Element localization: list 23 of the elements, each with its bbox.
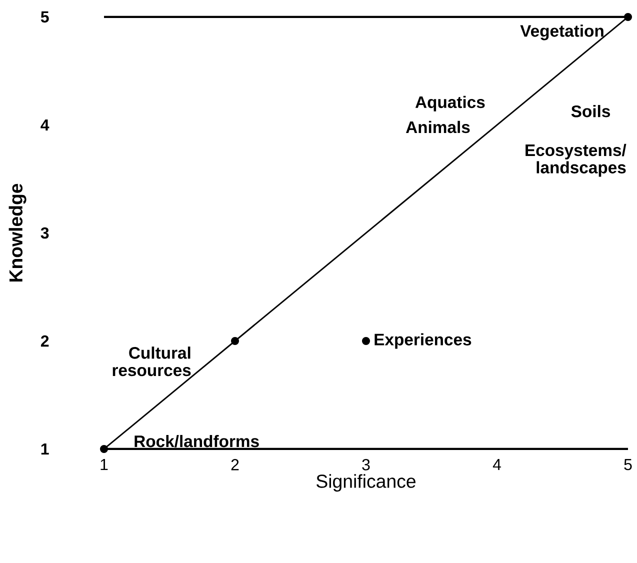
annotation: Vegetation — [520, 24, 604, 40]
x-axis-title: Significance — [316, 474, 416, 492]
annotation: Cultural resources — [112, 346, 191, 376]
x-tick-label: 3 — [362, 459, 370, 470]
y-tick-label: 5 — [40, 11, 49, 23]
point — [100, 444, 108, 453]
y-tick-label: 4 — [40, 119, 50, 130]
x-tick-label: 1 — [100, 459, 108, 470]
annotation: Aquatics — [415, 96, 485, 112]
y-tick-label: 2 — [40, 335, 49, 347]
y-tick-label: 1 — [41, 443, 49, 454]
annotation: Animals — [406, 120, 470, 134]
y-tick-label: 3 — [40, 227, 49, 239]
point — [231, 336, 240, 345]
y-axis-title: Knowledge — [8, 184, 26, 282]
annotation: Soils — [571, 104, 610, 118]
x-tick-label: 4 — [492, 459, 501, 470]
x-tick-label: 2 — [231, 459, 239, 470]
annotation: Rock/landforms — [134, 434, 259, 448]
annotation: Experiences — [374, 333, 472, 349]
x-tick-label: 5 — [624, 459, 632, 470]
point — [362, 336, 370, 345]
annotation: Ecosystems/ landscapes — [526, 144, 626, 177]
